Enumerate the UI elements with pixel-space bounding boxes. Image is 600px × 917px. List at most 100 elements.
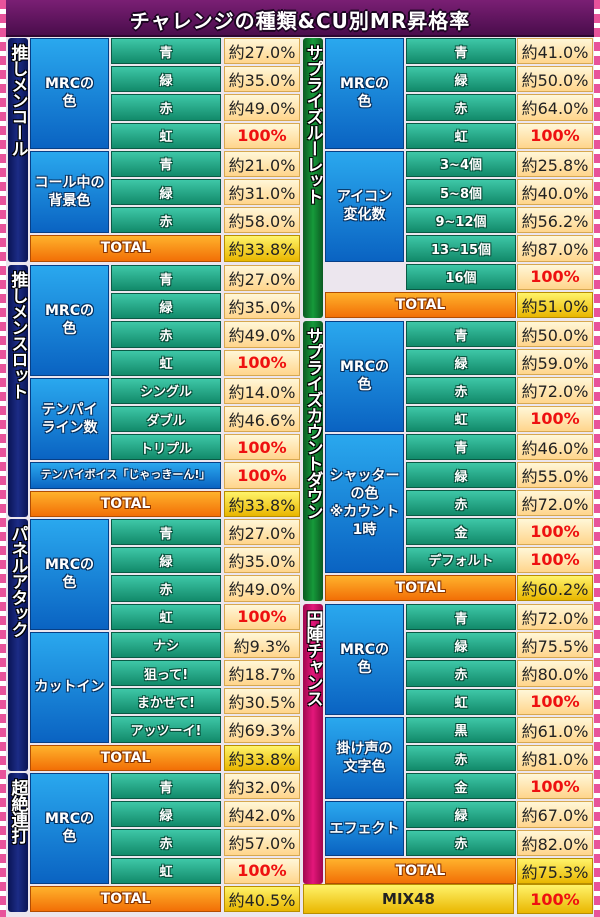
- rate-value: 約81.0%: [517, 745, 593, 772]
- total-value: 約40.5%: [224, 885, 300, 912]
- section-label: 推しメンコール: [8, 38, 28, 262]
- row-label: 青: [111, 150, 221, 177]
- rate-value: 約49.0%: [224, 321, 300, 348]
- group-label: MRCの 色: [325, 321, 404, 432]
- rate-value: 100%: [517, 518, 593, 545]
- right-border-stripe: [594, 0, 600, 917]
- rate-value: 約57.0%: [224, 829, 300, 856]
- row-label: ダブル: [111, 406, 221, 433]
- rate-value: 約9.3%: [224, 631, 300, 658]
- rate-value: 約30.5%: [224, 688, 300, 715]
- total-value: 約51.0%: [517, 291, 593, 318]
- total-value: 約33.8%: [224, 235, 300, 262]
- row-label: 青: [111, 265, 221, 292]
- row-label: トリプル: [111, 434, 221, 461]
- rate-value: 約56.2%: [517, 207, 593, 234]
- row-label: 緑: [111, 66, 221, 93]
- rate-value: 約50.0%: [517, 66, 593, 93]
- group-label: 掛け声の 文字色: [325, 716, 404, 800]
- row-label: 緑: [111, 801, 221, 828]
- row-label: 赤: [111, 94, 221, 121]
- row-label: 青: [406, 604, 516, 631]
- rate-value: 100%: [224, 462, 300, 489]
- rate-value: 約49.0%: [224, 94, 300, 121]
- row-label: 青: [406, 321, 516, 348]
- total-label: TOTAL: [325, 857, 516, 884]
- row-label: デフォルト: [406, 546, 516, 573]
- row-label: 緑: [406, 462, 516, 489]
- group-label: カットイン: [30, 631, 109, 743]
- rate-value: 100%: [224, 349, 300, 376]
- row-label: 緑: [111, 293, 221, 320]
- rate-value: 約46.0%: [517, 433, 593, 460]
- rate-value: 100%: [224, 434, 300, 461]
- total-label: TOTAL: [30, 885, 221, 912]
- group-label: MRCの 色: [325, 38, 404, 149]
- rate-value: 約46.6%: [224, 406, 300, 433]
- mix48-value: 100%: [517, 884, 593, 914]
- group-label: MRCの 色: [30, 265, 109, 376]
- group-label: テンパイボイス「じゃっきーん!」: [30, 462, 221, 489]
- total-value: 約75.3%: [517, 857, 593, 884]
- row-label: 5~8個: [406, 179, 516, 206]
- row-label: 赤: [406, 660, 516, 687]
- total-label: TOTAL: [30, 490, 221, 517]
- total-value: 約60.2%: [517, 574, 593, 601]
- row-label: 赤: [406, 490, 516, 517]
- rate-value: 100%: [517, 263, 593, 290]
- group-label: エフェクト: [325, 801, 404, 856]
- rate-value: 100%: [517, 122, 593, 149]
- row-label: 赤: [111, 575, 221, 602]
- rate-value: 約32.0%: [224, 773, 300, 800]
- section-label: 円陣チャンス: [303, 604, 323, 884]
- rate-value: 約27.0%: [224, 265, 300, 292]
- total-value: 約33.8%: [224, 744, 300, 771]
- row-label: 緑: [406, 801, 516, 828]
- row-label: 9~12個: [406, 207, 516, 234]
- left-border-stripe: [0, 0, 6, 917]
- row-label: 緑: [406, 632, 516, 659]
- group-label: MRCの 色: [30, 38, 109, 149]
- total-label: TOTAL: [30, 744, 221, 771]
- group-label: MRCの 色: [30, 773, 109, 884]
- row-label: 虹: [406, 688, 516, 715]
- row-label: 3~4個: [406, 150, 516, 177]
- section-label: サプライズカウントダウン: [303, 321, 323, 601]
- mix48-label: MIX48: [303, 884, 514, 914]
- rate-value: 約61.0%: [517, 716, 593, 743]
- group-label: アイコン 変化数: [325, 150, 404, 262]
- row-label: 赤: [111, 321, 221, 348]
- row-label: 16個: [406, 263, 516, 290]
- row-label: 青: [111, 38, 221, 65]
- page-title: チャレンジの種類&CU別MR昇格率: [129, 9, 471, 33]
- row-label: 虹: [111, 122, 221, 149]
- row-label: 虹: [111, 857, 221, 884]
- rate-value: 約41.0%: [517, 38, 593, 65]
- rate-value: 約82.0%: [517, 829, 593, 856]
- rate-value: 約72.0%: [517, 604, 593, 631]
- row-label: 13~15個: [406, 235, 516, 262]
- row-label: 緑: [111, 547, 221, 574]
- group-label: テンパイ ライン数: [30, 377, 109, 461]
- group-label: シャッター の色 ※カウント 1時: [325, 433, 404, 573]
- rate-value: 約35.0%: [224, 66, 300, 93]
- rate-value: 約87.0%: [517, 235, 593, 262]
- rate-value: 約72.0%: [517, 377, 593, 404]
- row-label: 虹: [406, 405, 516, 432]
- row-label: 黒: [406, 716, 516, 743]
- total-value: 約33.8%: [224, 490, 300, 517]
- rate-value: 約25.8%: [517, 150, 593, 177]
- rate-value: 約49.0%: [224, 575, 300, 602]
- section-label: 推しメンスロット: [8, 265, 28, 517]
- section-label: パネルアタック: [8, 519, 28, 771]
- rate-value: 100%: [224, 122, 300, 149]
- row-label: まかせて!: [111, 688, 221, 715]
- rate-value: 約67.0%: [517, 801, 593, 828]
- row-label: 虹: [406, 122, 516, 149]
- rate-value: 約40.0%: [517, 179, 593, 206]
- row-label: 金: [406, 518, 516, 545]
- row-label: 青: [111, 773, 221, 800]
- row-label: 赤: [406, 745, 516, 772]
- row-label: シングル: [111, 377, 221, 404]
